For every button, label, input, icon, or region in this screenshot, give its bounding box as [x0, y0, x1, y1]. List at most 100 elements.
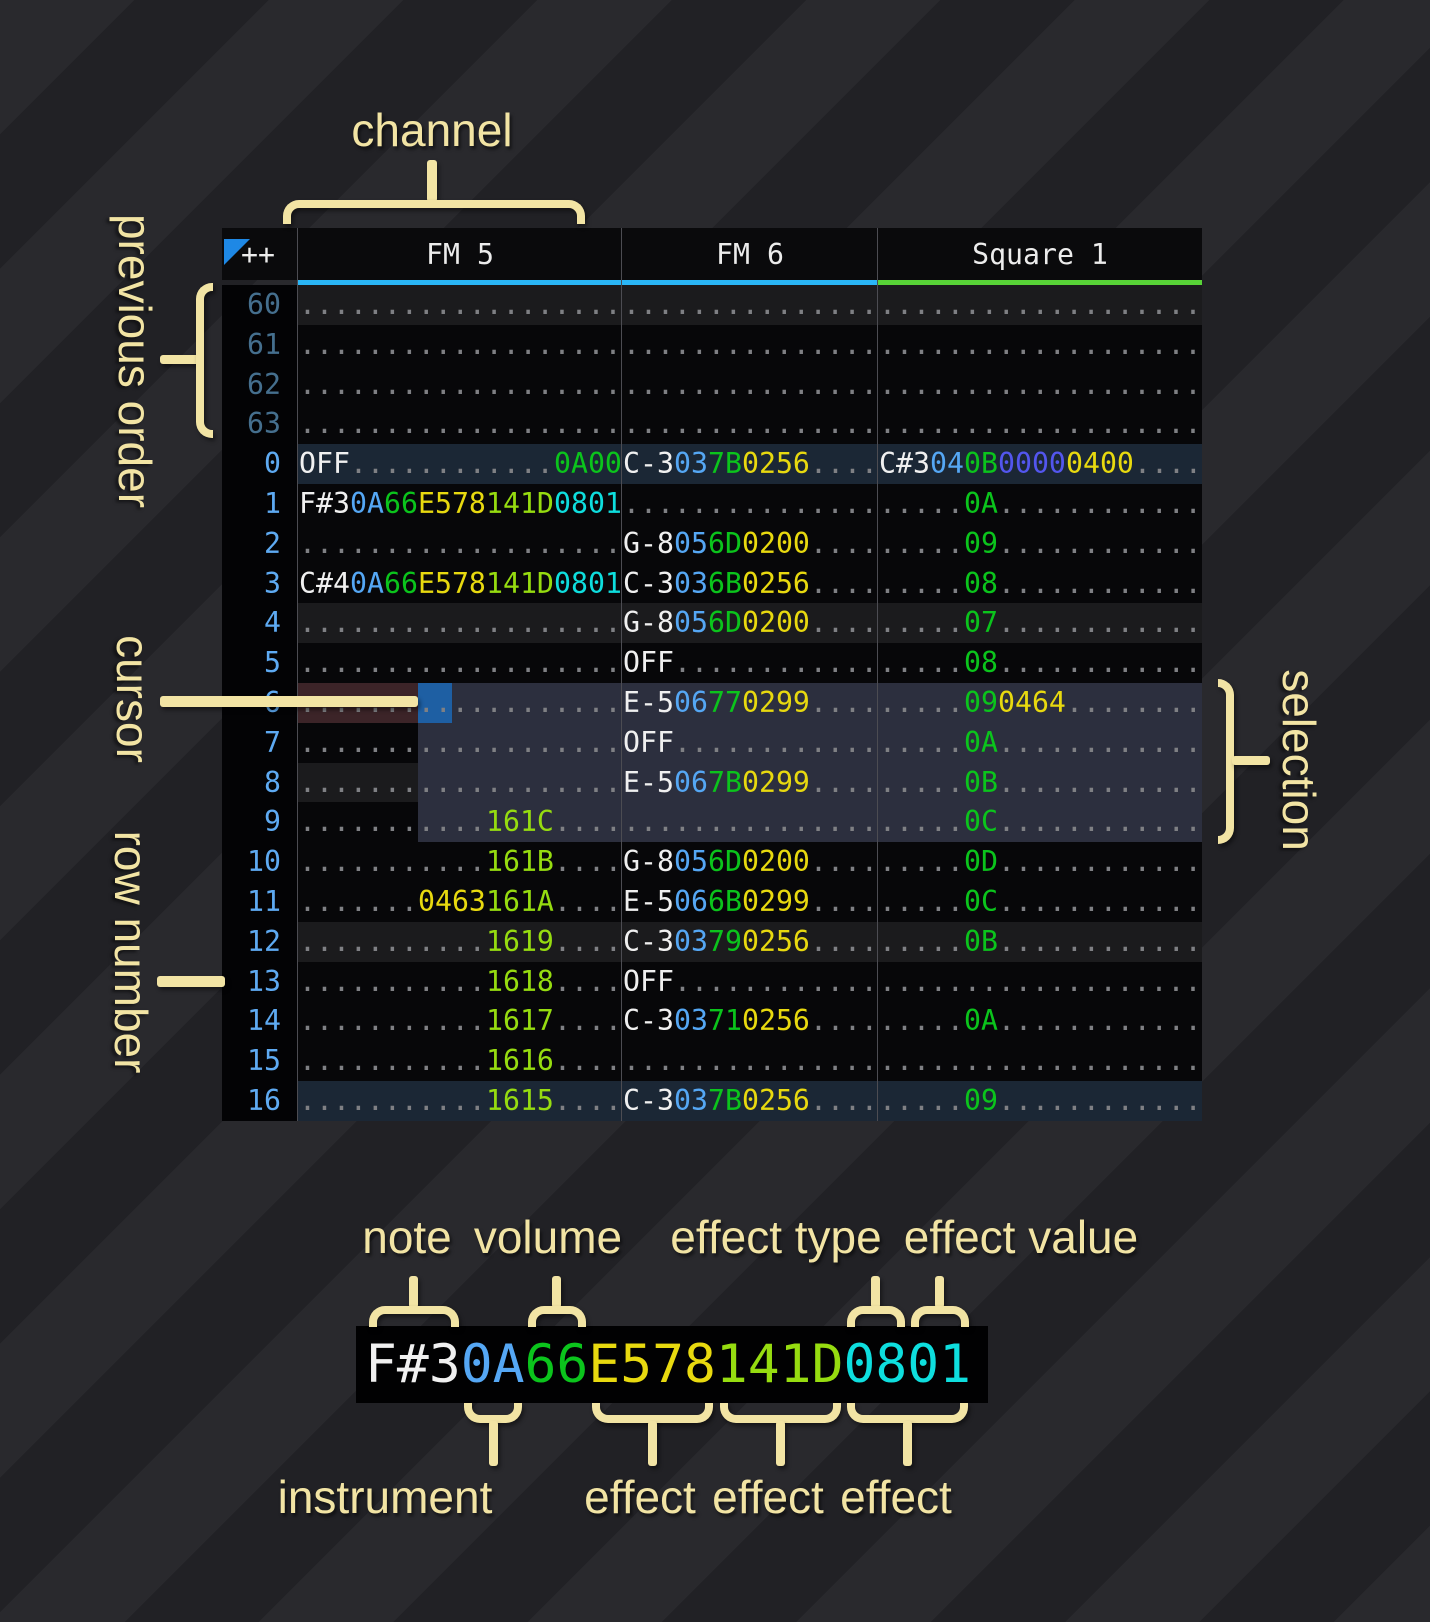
cell-fm5-row63[interactable]: ................... — [298, 404, 622, 444]
cell-fm6-row14[interactable]: C-303710256.... — [622, 1001, 878, 1041]
cell-fm6-row11[interactable]: E-5066B0299.... — [622, 882, 878, 922]
segment: ............ — [350, 447, 554, 481]
cell-fm5-row0[interactable]: OFF............0A00 — [298, 444, 622, 484]
pattern-row-11[interactable]: 11 .......0463161A.... E-5066B0299........… — [222, 881, 1202, 922]
cell-fm5-row14[interactable]: ...........1617.... — [298, 1001, 622, 1041]
segment: 0A — [964, 1004, 998, 1038]
cell-sq1-row14[interactable]: .....0A............ — [878, 1001, 1202, 1041]
cell-fm5-row62[interactable]: ................... — [298, 365, 622, 405]
cell-fm5-row2[interactable]: ................... — [298, 524, 622, 564]
segment: ............ — [674, 964, 878, 998]
segment: 0256 — [742, 447, 810, 481]
pattern-row-3[interactable]: 3 C#40A66E578141D0801 C-3036B0256.........… — [222, 563, 1202, 604]
cell-fm6-row62[interactable]: ............... — [622, 365, 878, 405]
cell-sq1-row13[interactable]: ................... — [878, 962, 1202, 1002]
cell-sq1-row60[interactable]: ................... — [878, 285, 1202, 325]
row-number-10: 10 — [222, 842, 298, 882]
pattern-row-13[interactable]: 13 ...........1618.... OFF................… — [222, 961, 1202, 1002]
cell-sq1-row0[interactable]: C#3040B00000400.... — [878, 444, 1202, 484]
pattern-row-63[interactable]: 63......................................… — [222, 404, 1202, 445]
cell-sq1-row15[interactable]: ................... — [878, 1041, 1202, 1081]
cell-fm5-row8[interactable]: ................... — [298, 763, 622, 803]
segment: C#4 — [299, 566, 350, 600]
segment: .... — [810, 606, 878, 640]
cell-fm6-row63[interactable]: ............... — [622, 404, 878, 444]
segment: ................... — [879, 367, 1202, 401]
pattern-row-12[interactable]: 12 ...........1619.... C-303790256........… — [222, 921, 1202, 962]
cell-fm6-row0[interactable]: C-3037B0256.... — [622, 444, 878, 484]
cell-fm6-row2[interactable]: G-8056D0200.... — [622, 524, 878, 564]
channel-header-fm6[interactable]: FM 6 — [716, 237, 784, 271]
cursor-cell[interactable] — [418, 683, 452, 723]
channel-header-fm5[interactable]: FM 5 — [426, 237, 494, 271]
cell-fm5-row10[interactable]: ...........161B.... — [298, 842, 622, 882]
pattern-row-1[interactable]: 1 F#30A66E578141D0801....................… — [222, 483, 1202, 524]
pattern-row-9[interactable]: 9 ...........161C........................… — [222, 802, 1202, 843]
cell-fm5-row1[interactable]: F#30A66E578141D0801 — [298, 484, 622, 524]
cell-fm6-row8[interactable]: E-5067B0299.... — [622, 763, 878, 803]
cell-fm5-row5[interactable]: ................... — [298, 643, 622, 683]
order-corner-cell[interactable]: ++ — [222, 238, 298, 271]
cell-sq1-row1[interactable]: .....0A............ — [878, 484, 1202, 524]
pattern-row-10[interactable]: 10 ...........161B.... G-8056D0200........… — [222, 842, 1202, 882]
cell-fm5-row3[interactable]: C#40A66E578141D0801 — [298, 564, 622, 604]
cell-fm5-row11[interactable]: .......0463161A.... — [298, 882, 622, 922]
cell-fm6-row9[interactable]: ............... — [622, 802, 878, 842]
pattern-row-2[interactable]: 2................... G-8056D0200.........… — [222, 523, 1202, 564]
cell-fm5-row13[interactable]: ...........1618.... — [298, 962, 622, 1002]
cell-sq1-row8[interactable]: .....0B............ — [878, 763, 1202, 803]
cell-fm6-row1[interactable]: ............... — [622, 484, 878, 524]
cell-sq1-row5[interactable]: .....08............ — [878, 643, 1202, 683]
cell-fm5-row60[interactable]: ................... — [298, 285, 622, 325]
cell-fm6-row6[interactable]: E-506770299.... — [622, 683, 878, 723]
cell-fm6-row12[interactable]: C-303790256.... — [622, 922, 878, 962]
pattern-row-16[interactable]: 16 ...........1615.... C-3037B0256........… — [222, 1080, 1202, 1121]
cell-fm5-row12[interactable]: ...........1619.... — [298, 922, 622, 962]
pattern-row-8[interactable]: 8................... E-5067B0299.........… — [222, 762, 1202, 803]
pattern-row-0[interactable]: 0 OFF............0A00 C-3037B0256.... C#304… — [222, 444, 1202, 484]
cell-fm5-row61[interactable]: ................... — [298, 325, 622, 365]
cell-fm5-row4[interactable]: ................... — [298, 603, 622, 643]
cell-sq1-row6[interactable]: .....090464........ — [878, 683, 1202, 723]
cell-fm5-row15[interactable]: ...........1616.... — [298, 1041, 622, 1081]
pattern-row-60[interactable]: 60......................................… — [222, 285, 1202, 325]
cell-fm6-row16[interactable]: C-3037B0256.... — [622, 1081, 878, 1121]
segment: F#3 — [299, 486, 350, 520]
cell-fm6-row13[interactable]: OFF............ — [622, 962, 878, 1002]
pattern-row-4[interactable]: 4................... G-8056D0200.........… — [222, 603, 1202, 644]
cell-fm6-row3[interactable]: C-3036B0256.... — [622, 564, 878, 604]
selection-region[interactable] — [418, 683, 1202, 843]
pattern-row-5[interactable]: 5................... OFF.................… — [222, 643, 1202, 683]
cell-fm6-row7[interactable]: OFF............ — [622, 723, 878, 763]
pattern-row-15[interactable]: 15 ...........1616.......................… — [222, 1041, 1202, 1081]
channel-header-square1[interactable]: Square 1 — [972, 237, 1108, 271]
cell-sq1-row10[interactable]: .....0D............ — [878, 842, 1202, 882]
cell-sq1-row4[interactable]: .....07............ — [878, 603, 1202, 643]
cell-fm6-row15[interactable]: ............... — [622, 1041, 878, 1081]
cell-fm5-row7[interactable]: ................... — [298, 723, 622, 763]
pattern-row-61[interactable]: 61......................................… — [222, 324, 1202, 365]
cell-sq1-row11[interactable]: .....0C............ — [878, 882, 1202, 922]
pattern-row-6[interactable]: 6...................E-506770299.........… — [222, 682, 1202, 723]
cell-sq1-row62[interactable]: ................... — [878, 365, 1202, 405]
pattern-row-7[interactable]: 7................... OFF.................… — [222, 722, 1202, 763]
cell-sq1-row3[interactable]: .....08............ — [878, 564, 1202, 604]
segment: 09 — [964, 1083, 998, 1117]
cell-sq1-row63[interactable]: ................... — [878, 404, 1202, 444]
segment: ............... — [623, 1044, 878, 1078]
pattern-row-62[interactable]: 62......................................… — [222, 364, 1202, 405]
cell-fm6-row61[interactable]: ............... — [622, 325, 878, 365]
cell-fm6-row5[interactable]: OFF............ — [622, 643, 878, 683]
cell-sq1-row7[interactable]: .....0A............ — [878, 723, 1202, 763]
cell-sq1-row12[interactable]: .....0B............ — [878, 922, 1202, 962]
cell-fm5-row9[interactable]: ...........161C.... — [298, 802, 622, 842]
cell-fm6-row60[interactable]: ............... — [622, 285, 878, 325]
cell-fm6-row10[interactable]: G-8056D0200.... — [622, 842, 878, 882]
pattern-row-14[interactable]: 14 ...........1617.... C-303710256........… — [222, 1001, 1202, 1042]
cell-fm6-row4[interactable]: G-8056D0200.... — [622, 603, 878, 643]
cell-sq1-row16[interactable]: .....09............ — [878, 1081, 1202, 1121]
cell-fm5-row16[interactable]: ...........1615.... — [298, 1081, 622, 1121]
cell-sq1-row2[interactable]: .....09............ — [878, 524, 1202, 564]
cell-sq1-row61[interactable]: ................... — [878, 325, 1202, 365]
cell-sq1-row9[interactable]: .....0C............ — [878, 802, 1202, 842]
